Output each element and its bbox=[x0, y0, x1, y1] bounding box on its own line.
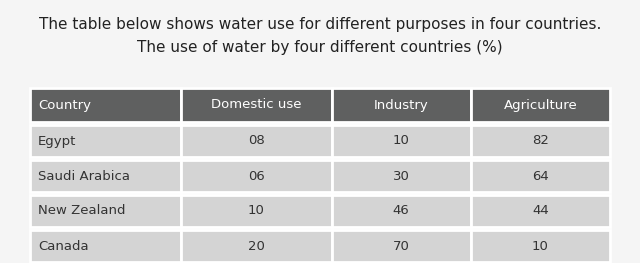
Bar bbox=[332, 125, 471, 157]
Text: The table below shows water use for different purposes in four countries.
The us: The table below shows water use for diff… bbox=[39, 17, 601, 55]
Bar bbox=[181, 195, 332, 227]
Text: Egypt: Egypt bbox=[38, 134, 76, 148]
Bar bbox=[30, 195, 181, 227]
Text: 08: 08 bbox=[248, 134, 264, 148]
Bar bbox=[30, 160, 181, 192]
Bar bbox=[471, 160, 610, 192]
Text: 06: 06 bbox=[248, 169, 264, 183]
Text: 30: 30 bbox=[393, 169, 410, 183]
Bar bbox=[181, 125, 332, 157]
Text: Industry: Industry bbox=[374, 99, 429, 112]
Bar bbox=[332, 160, 471, 192]
Text: 44: 44 bbox=[532, 205, 548, 218]
Text: 10: 10 bbox=[532, 240, 549, 252]
Bar bbox=[471, 88, 610, 122]
Bar bbox=[471, 230, 610, 262]
Text: Country: Country bbox=[38, 99, 91, 112]
Text: Agriculture: Agriculture bbox=[504, 99, 577, 112]
Bar bbox=[332, 195, 471, 227]
Text: 10: 10 bbox=[393, 134, 410, 148]
Bar bbox=[332, 88, 471, 122]
Bar bbox=[181, 160, 332, 192]
Bar bbox=[471, 195, 610, 227]
Text: Canada: Canada bbox=[38, 240, 88, 252]
Text: Saudi Arabica: Saudi Arabica bbox=[38, 169, 130, 183]
Text: 10: 10 bbox=[248, 205, 264, 218]
Bar bbox=[30, 125, 181, 157]
Bar bbox=[181, 88, 332, 122]
Text: New Zealand: New Zealand bbox=[38, 205, 125, 218]
Text: 82: 82 bbox=[532, 134, 549, 148]
Bar bbox=[181, 230, 332, 262]
Bar bbox=[30, 230, 181, 262]
Bar bbox=[471, 125, 610, 157]
Bar bbox=[30, 88, 181, 122]
Bar bbox=[332, 230, 471, 262]
Text: 46: 46 bbox=[393, 205, 410, 218]
Text: 70: 70 bbox=[393, 240, 410, 252]
Text: Domestic use: Domestic use bbox=[211, 99, 301, 112]
Text: 20: 20 bbox=[248, 240, 264, 252]
Text: 64: 64 bbox=[532, 169, 548, 183]
